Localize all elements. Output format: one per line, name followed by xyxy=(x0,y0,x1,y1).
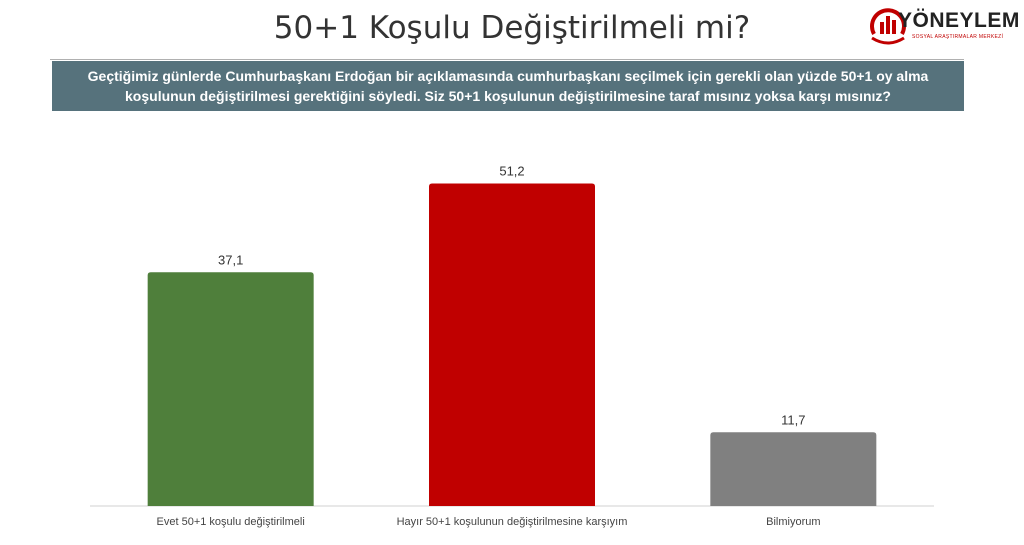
data-label-2: 11,7 xyxy=(781,412,805,427)
logo-name: YÖNEYLEM xyxy=(898,9,1020,32)
title-divider xyxy=(50,59,964,60)
logo-chart-icon xyxy=(870,8,906,45)
data-label-1: 51,2 xyxy=(499,163,524,178)
question-banner: Geçtiğimiz günlerde Cumhurbaşkanı Erdoğa… xyxy=(52,61,964,111)
category-label-2: Bilmiyorum xyxy=(766,516,820,528)
category-label-0: Evet 50+1 koşulu değiştirilmeli xyxy=(157,516,305,528)
brand-logo: YÖNEYLEM SOSYAL ARAŞTIRMALAR MERKEZİ xyxy=(868,4,1020,50)
bar-0 xyxy=(147,272,314,506)
bar-1 xyxy=(429,183,595,506)
data-label-0: 37,1 xyxy=(218,252,243,267)
category-label-1: Hayır 50+1 koşulunun değiştirilmesine ka… xyxy=(397,516,628,528)
logo-subtitle: SOSYAL ARAŞTIRMALAR MERKEZİ xyxy=(912,34,1004,40)
question-line-1: Geçtiğimiz günlerde Cumhurbaşkanı Erdoğa… xyxy=(87,68,929,84)
page-title: 50+1 Koşulu Değiştirilmeli mi? xyxy=(273,10,751,46)
question-line-2: koşulunun değiştirilmesi gerektiğini söy… xyxy=(125,88,891,104)
bar-2 xyxy=(710,432,877,506)
